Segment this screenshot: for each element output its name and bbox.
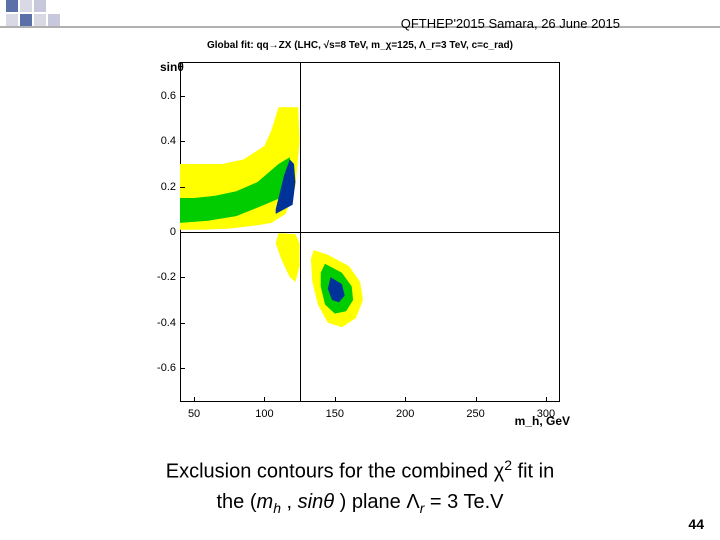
- caption-text-1b: fit in: [512, 461, 554, 483]
- x-tick-label: 100: [255, 408, 273, 420]
- y-tick-label: 0.4: [150, 135, 176, 147]
- y-tick-mark: [180, 368, 185, 369]
- x-tick-label: 200: [396, 408, 414, 420]
- x-tick-mark: [264, 397, 265, 402]
- caption-text-1a: Exclusion contours for the combined χ: [166, 461, 504, 483]
- header-text: QFTHEP'2015 Samara, 26 June 2015: [401, 16, 620, 31]
- caption: Exclusion contours for the combined χ2 f…: [0, 455, 720, 519]
- caption-text-2c: = 3 Te.V: [424, 491, 503, 513]
- y-tick-mark: [180, 96, 185, 97]
- deco-square: [20, 0, 32, 12]
- x-tick-mark: [335, 397, 336, 402]
- caption-mid: ,: [281, 491, 298, 513]
- y-tick-mark: [180, 323, 185, 324]
- x-tick-mark: [546, 397, 547, 402]
- x-tick-label: 300: [537, 408, 555, 420]
- y-tick-label: -0.4: [150, 317, 176, 329]
- y-tick-label: -0.6: [150, 362, 176, 374]
- deco-square: [6, 14, 18, 26]
- y-axis-label: sinθ: [160, 60, 184, 74]
- y-tick-label: 0: [150, 226, 176, 238]
- caption-text-2a: the (: [216, 491, 256, 513]
- plot-title: Global fit: qq→ZX (LHC, √s=8 TeV, m_χ=12…: [207, 40, 513, 51]
- deco-square: [48, 14, 60, 26]
- x-tick-mark: [476, 397, 477, 402]
- y-tick-mark: [180, 277, 185, 278]
- deco-square: [34, 0, 46, 12]
- y-tick-label: 0.2: [150, 181, 176, 193]
- caption-mh-sub: h: [273, 500, 281, 516]
- plot-area: Global fit: qq→ZX (LHC, √s=8 TeV, m_χ=12…: [140, 48, 580, 448]
- caption-mh: m: [257, 491, 274, 513]
- x-tick-label: 50: [188, 408, 200, 420]
- y-tick-label: -0.2: [150, 271, 176, 283]
- page-number: 44: [688, 516, 704, 532]
- caption-sup: 2: [504, 457, 512, 473]
- deco-square: [6, 0, 18, 12]
- y-tick-mark: [180, 141, 185, 142]
- y-tick-mark: [180, 187, 185, 188]
- zero-line-h: [180, 232, 560, 233]
- x-tick-mark: [194, 397, 195, 402]
- caption-sin: sinθ: [298, 491, 334, 513]
- x-tick-mark: [405, 397, 406, 402]
- zero-line-v: [300, 62, 301, 402]
- deco-square: [34, 14, 46, 26]
- x-tick-label: 150: [326, 408, 344, 420]
- x-tick-label: 250: [466, 408, 484, 420]
- y-tick-label: 0.6: [150, 90, 176, 102]
- caption-text-2b: ) plane Λ: [334, 491, 420, 513]
- deco-square: [20, 14, 32, 26]
